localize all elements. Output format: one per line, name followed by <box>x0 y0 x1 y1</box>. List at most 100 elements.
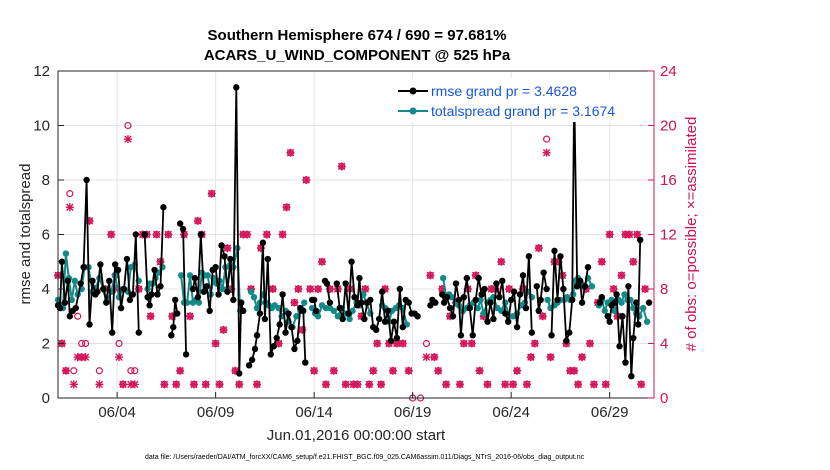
rmse-point <box>622 359 629 366</box>
rmse-point <box>273 334 280 342</box>
y-axis-ticks: 0 2 4 6 8 10 12 <box>33 63 64 407</box>
obs-assimilated-marker <box>522 380 531 389</box>
rmse-point <box>203 283 210 290</box>
legend-box <box>395 78 651 122</box>
obs-assimilated-marker <box>146 312 155 321</box>
rmse-point <box>342 280 349 287</box>
rmse-point <box>596 299 604 306</box>
rmse-point <box>267 351 274 358</box>
rmse-point <box>288 323 295 331</box>
rmse-point <box>285 310 292 317</box>
rmse-point <box>300 307 307 314</box>
totalspread-point <box>204 272 211 279</box>
obs-assimilated-marker <box>361 285 370 293</box>
y-tick-label: 10 <box>33 118 50 135</box>
obs-assimilated-marker <box>629 257 638 266</box>
y-right-tick-label: 20 <box>660 118 677 135</box>
y-tick-label: 12 <box>33 63 50 80</box>
obs-assimilated-marker <box>509 380 518 389</box>
rmse-point <box>472 296 479 304</box>
obs-possible-marker <box>115 339 123 348</box>
totalspread-point <box>360 291 367 298</box>
rmse-point <box>563 337 570 344</box>
rmse-point <box>345 310 352 317</box>
rmse-point <box>182 351 190 358</box>
totalspread-point <box>544 296 551 304</box>
totalspread-point <box>195 299 203 306</box>
rmse-point <box>259 239 267 246</box>
rmse-point <box>264 255 272 263</box>
rmse-point <box>221 253 228 260</box>
totalspread-point <box>301 299 308 306</box>
totalspread-point <box>439 274 447 282</box>
rmse-point <box>77 280 84 287</box>
obs-possible-marker <box>70 367 78 375</box>
rmse-point <box>384 307 392 314</box>
obs-assimilated-marker <box>398 339 407 348</box>
obs-assimilated-marker <box>294 285 303 293</box>
obs-assimilated-marker <box>373 339 382 348</box>
rmse-point <box>64 277 72 285</box>
totalspread-point <box>334 313 341 320</box>
rmse-point <box>333 280 340 287</box>
rmse-point <box>372 326 380 334</box>
totalspread-point <box>639 304 647 312</box>
rmse-point <box>510 288 518 295</box>
rmse-point <box>548 332 555 339</box>
totalspread-point <box>250 293 258 301</box>
rmse-point <box>381 318 389 325</box>
obs-possible-marker <box>74 312 82 320</box>
x-axis-label: Jun.01,2016 00:00:00 start <box>267 427 446 444</box>
rmse-point <box>238 299 245 306</box>
rmse-point <box>460 293 468 301</box>
rmse-point <box>616 343 623 350</box>
obs-assimilated-marker <box>530 339 539 348</box>
rmse-point <box>117 304 125 312</box>
rmse-point <box>129 291 137 298</box>
obs-assimilated-marker <box>625 230 634 239</box>
y-tick-label: 6 <box>42 227 50 244</box>
x-tick-label: 06/24 <box>492 404 530 421</box>
obs-possible-marker <box>127 367 135 375</box>
rmse-point <box>606 318 613 325</box>
rmse-point <box>261 315 269 323</box>
rmse-point <box>100 285 107 293</box>
rmse-point <box>598 293 605 301</box>
obs-assimilated-marker <box>282 203 291 212</box>
rmse-point <box>490 315 497 323</box>
obs-assimilated-marker <box>585 339 594 348</box>
obs-assimilated-marker <box>467 339 476 348</box>
rmse-point <box>440 299 448 306</box>
obs-assimilated-marker <box>483 380 492 389</box>
rmse-point <box>294 337 301 344</box>
rmse-point <box>206 307 213 314</box>
obs-assimilated-marker <box>107 230 116 239</box>
obs-assimilated-marker <box>262 230 271 239</box>
rmse-point <box>83 176 90 184</box>
x-tick-label: 06/29 <box>591 404 629 421</box>
rmse-point <box>356 274 363 282</box>
rmse-point <box>645 299 653 306</box>
rmse-point <box>390 318 398 325</box>
obs-assimilated-marker <box>430 353 439 362</box>
rmse-point <box>174 310 181 317</box>
legend-rmse-label: rmse grand pr = 3.4628 <box>431 83 577 99</box>
rmse-point <box>551 247 558 255</box>
obs-assimilated-marker <box>526 353 535 362</box>
rmse-point <box>361 315 368 323</box>
rmse-point <box>540 269 547 276</box>
totalspread-point <box>177 272 185 279</box>
obs-assimilated-marker <box>574 380 583 389</box>
obs-assimilated-marker <box>252 380 261 389</box>
rmse-point <box>66 313 74 320</box>
rmse-point <box>481 285 488 293</box>
obs-assimilated-marker <box>434 366 443 375</box>
legend-spread-label: totalspread grand pr = 3.1674 <box>431 103 615 119</box>
legend: rmse grand pr = 3.4628 totalspread grand… <box>395 78 651 122</box>
obs-assimilated-marker <box>601 380 610 389</box>
rmse-point <box>253 332 261 339</box>
rmse-point <box>194 293 202 301</box>
rmse-point <box>537 296 544 304</box>
totalspread-point <box>570 291 577 298</box>
obs-assimilated-marker <box>302 176 311 184</box>
